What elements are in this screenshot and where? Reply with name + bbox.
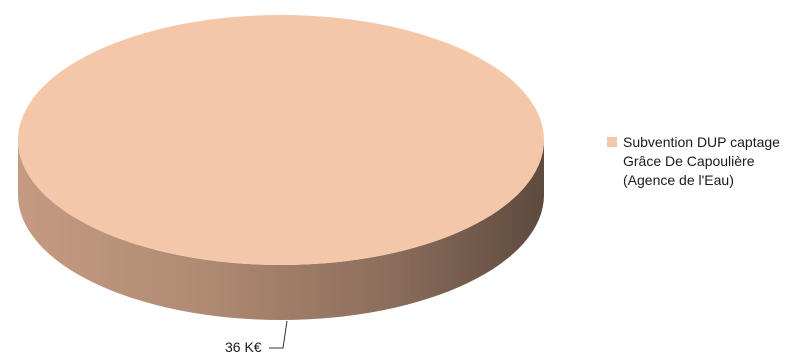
legend-swatch <box>607 137 617 147</box>
pie-slice-side <box>18 140 544 320</box>
pie-slice-top <box>18 15 544 265</box>
data-label: 36 K€ <box>225 339 262 355</box>
data-label-leader-line <box>269 320 288 349</box>
legend-entry-label: Subvention DUP captage Grâce De Capouliè… <box>623 134 780 188</box>
legend: Subvention DUP captage Grâce De Capouliè… <box>607 133 797 190</box>
